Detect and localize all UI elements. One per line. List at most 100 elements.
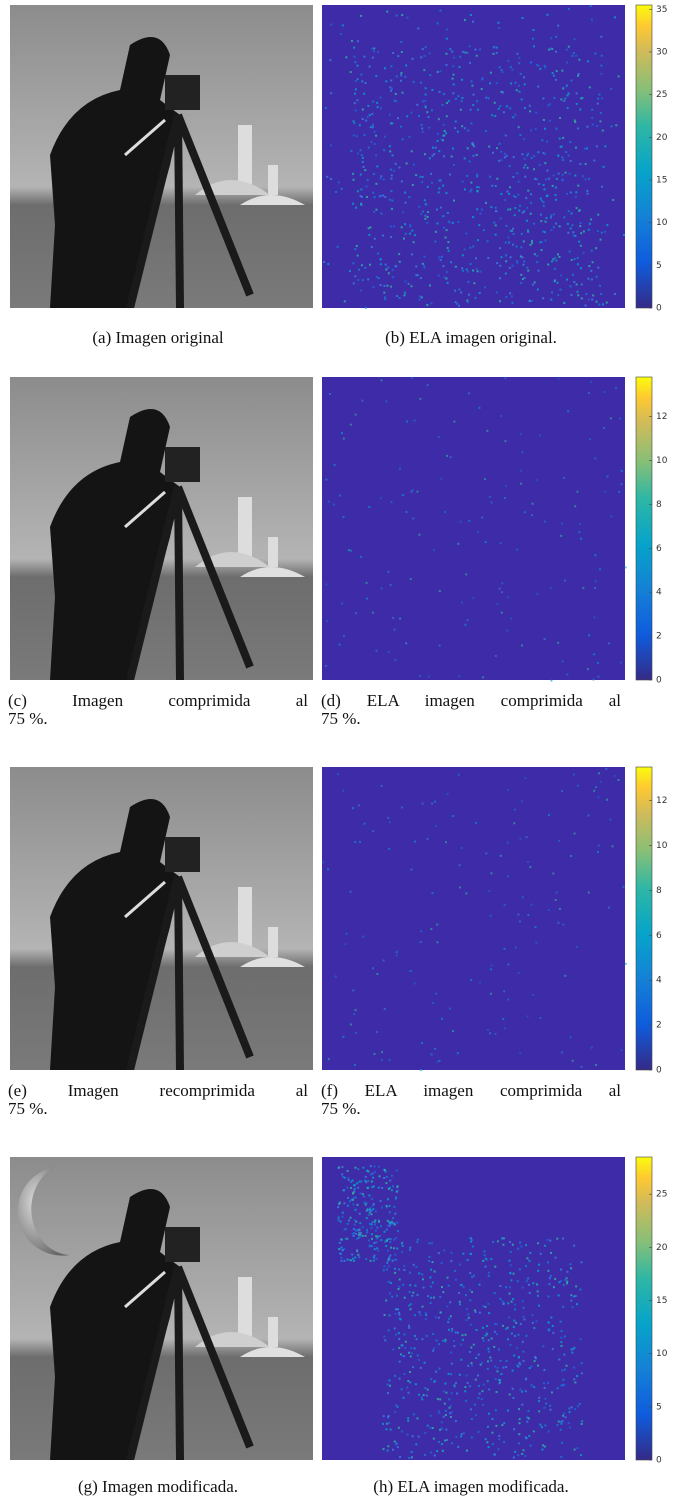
ela-noise xyxy=(467,1259,469,1261)
ela-noise xyxy=(396,1170,398,1172)
ela-noise xyxy=(402,1284,404,1286)
ela-noise xyxy=(394,1375,396,1377)
ela-noise xyxy=(377,106,379,108)
ela-noise xyxy=(392,52,394,54)
ela-noise xyxy=(457,131,459,133)
ela-noise xyxy=(550,229,552,231)
ela-noise xyxy=(513,195,515,197)
ela-noise xyxy=(479,292,481,294)
ela-noise xyxy=(394,1254,396,1256)
ela-noise xyxy=(455,1279,457,1281)
ela-noise xyxy=(492,1241,494,1243)
ela-noise xyxy=(553,75,555,77)
ela-noise xyxy=(353,1235,355,1237)
ela-noise xyxy=(444,1403,446,1405)
ela-noise xyxy=(560,274,562,276)
ela-noise xyxy=(494,1033,496,1035)
ela-noise xyxy=(353,1184,355,1186)
ela-noise xyxy=(536,1283,538,1285)
ela-noise xyxy=(364,267,366,269)
ela-noise xyxy=(426,1335,428,1337)
ela-noise xyxy=(482,1305,484,1307)
ela-noise xyxy=(353,1260,355,1262)
ela-noise xyxy=(568,1422,570,1424)
ela-noise xyxy=(429,1427,431,1429)
ela-noise xyxy=(427,384,429,386)
ela-noise xyxy=(562,1379,564,1381)
ela-noise xyxy=(519,134,521,136)
ela-noise xyxy=(507,789,509,791)
ela-noise xyxy=(575,191,577,193)
colorbar-tick-label: 10 xyxy=(656,841,668,851)
ela-noise xyxy=(383,1448,385,1450)
ela-noise xyxy=(576,1375,578,1377)
ela-noise xyxy=(479,981,481,983)
caption: (a) Imagen original xyxy=(8,329,308,347)
ela-noise xyxy=(550,214,552,216)
ela-noise xyxy=(444,1383,446,1385)
ela-noise xyxy=(431,803,433,805)
ela-noise xyxy=(383,1336,385,1338)
ela-noise xyxy=(464,52,466,54)
ela-noise xyxy=(430,1269,432,1271)
ela-noise xyxy=(450,1352,452,1354)
photo xyxy=(10,5,313,308)
ela-noise xyxy=(498,1349,500,1351)
ela-noise xyxy=(574,235,576,237)
ela-noise xyxy=(396,1247,398,1249)
ela-noise xyxy=(601,55,603,57)
ela-noise xyxy=(379,178,381,180)
ela-noise xyxy=(355,207,357,209)
ela-noise xyxy=(614,775,616,777)
ela-noise xyxy=(513,1320,515,1322)
ela-noise xyxy=(386,285,388,287)
ela-noise xyxy=(372,967,374,969)
ela-noise xyxy=(494,1366,496,1368)
ela-noise xyxy=(409,1284,411,1286)
ela-noise xyxy=(439,590,441,592)
ela-noise xyxy=(595,247,597,249)
ela-noise xyxy=(391,1175,393,1177)
ela-noise xyxy=(536,479,538,481)
ela-noise xyxy=(411,491,413,493)
ela-noise xyxy=(344,1177,346,1179)
ela-noise xyxy=(432,1002,434,1004)
ela-noise xyxy=(557,253,559,255)
ela-noise xyxy=(507,60,509,62)
ela-noise xyxy=(520,274,522,276)
ela-noise xyxy=(523,1360,525,1362)
ela-noise xyxy=(494,1331,496,1333)
ela-noise xyxy=(562,137,564,139)
ela-noise xyxy=(418,1435,420,1437)
ela-noise xyxy=(426,304,428,306)
ela-noise xyxy=(568,92,570,94)
ela-noise xyxy=(357,78,359,80)
ela-noise xyxy=(565,1416,567,1418)
ela-noise xyxy=(389,150,391,152)
ela-noise xyxy=(363,56,365,58)
ela-noise xyxy=(403,1265,405,1267)
ela-noise xyxy=(553,174,555,176)
ela-noise xyxy=(477,531,479,533)
ela-noise xyxy=(495,224,497,226)
ela-noise xyxy=(594,53,596,55)
ela-noise xyxy=(376,165,378,167)
ela-noise xyxy=(327,868,329,870)
ela-noise xyxy=(531,904,533,906)
ela-noise xyxy=(569,173,571,175)
ela-noise xyxy=(412,58,414,60)
caption-line: (g) Imagen modificada. xyxy=(8,1478,308,1496)
ela-noise xyxy=(421,1042,423,1044)
ela-noise xyxy=(528,1410,530,1412)
ela-noise xyxy=(595,1064,597,1066)
ela-noise xyxy=(446,1439,448,1441)
ela-noise xyxy=(508,963,510,965)
ela-noise xyxy=(499,277,501,279)
ela-noise xyxy=(325,665,327,667)
ela-noise xyxy=(579,109,581,111)
ela-noise xyxy=(558,256,560,258)
ela-noise xyxy=(451,1392,453,1394)
ela-noise xyxy=(492,53,494,55)
ela-noise xyxy=(376,1258,378,1260)
ela-noise xyxy=(398,1288,400,1290)
